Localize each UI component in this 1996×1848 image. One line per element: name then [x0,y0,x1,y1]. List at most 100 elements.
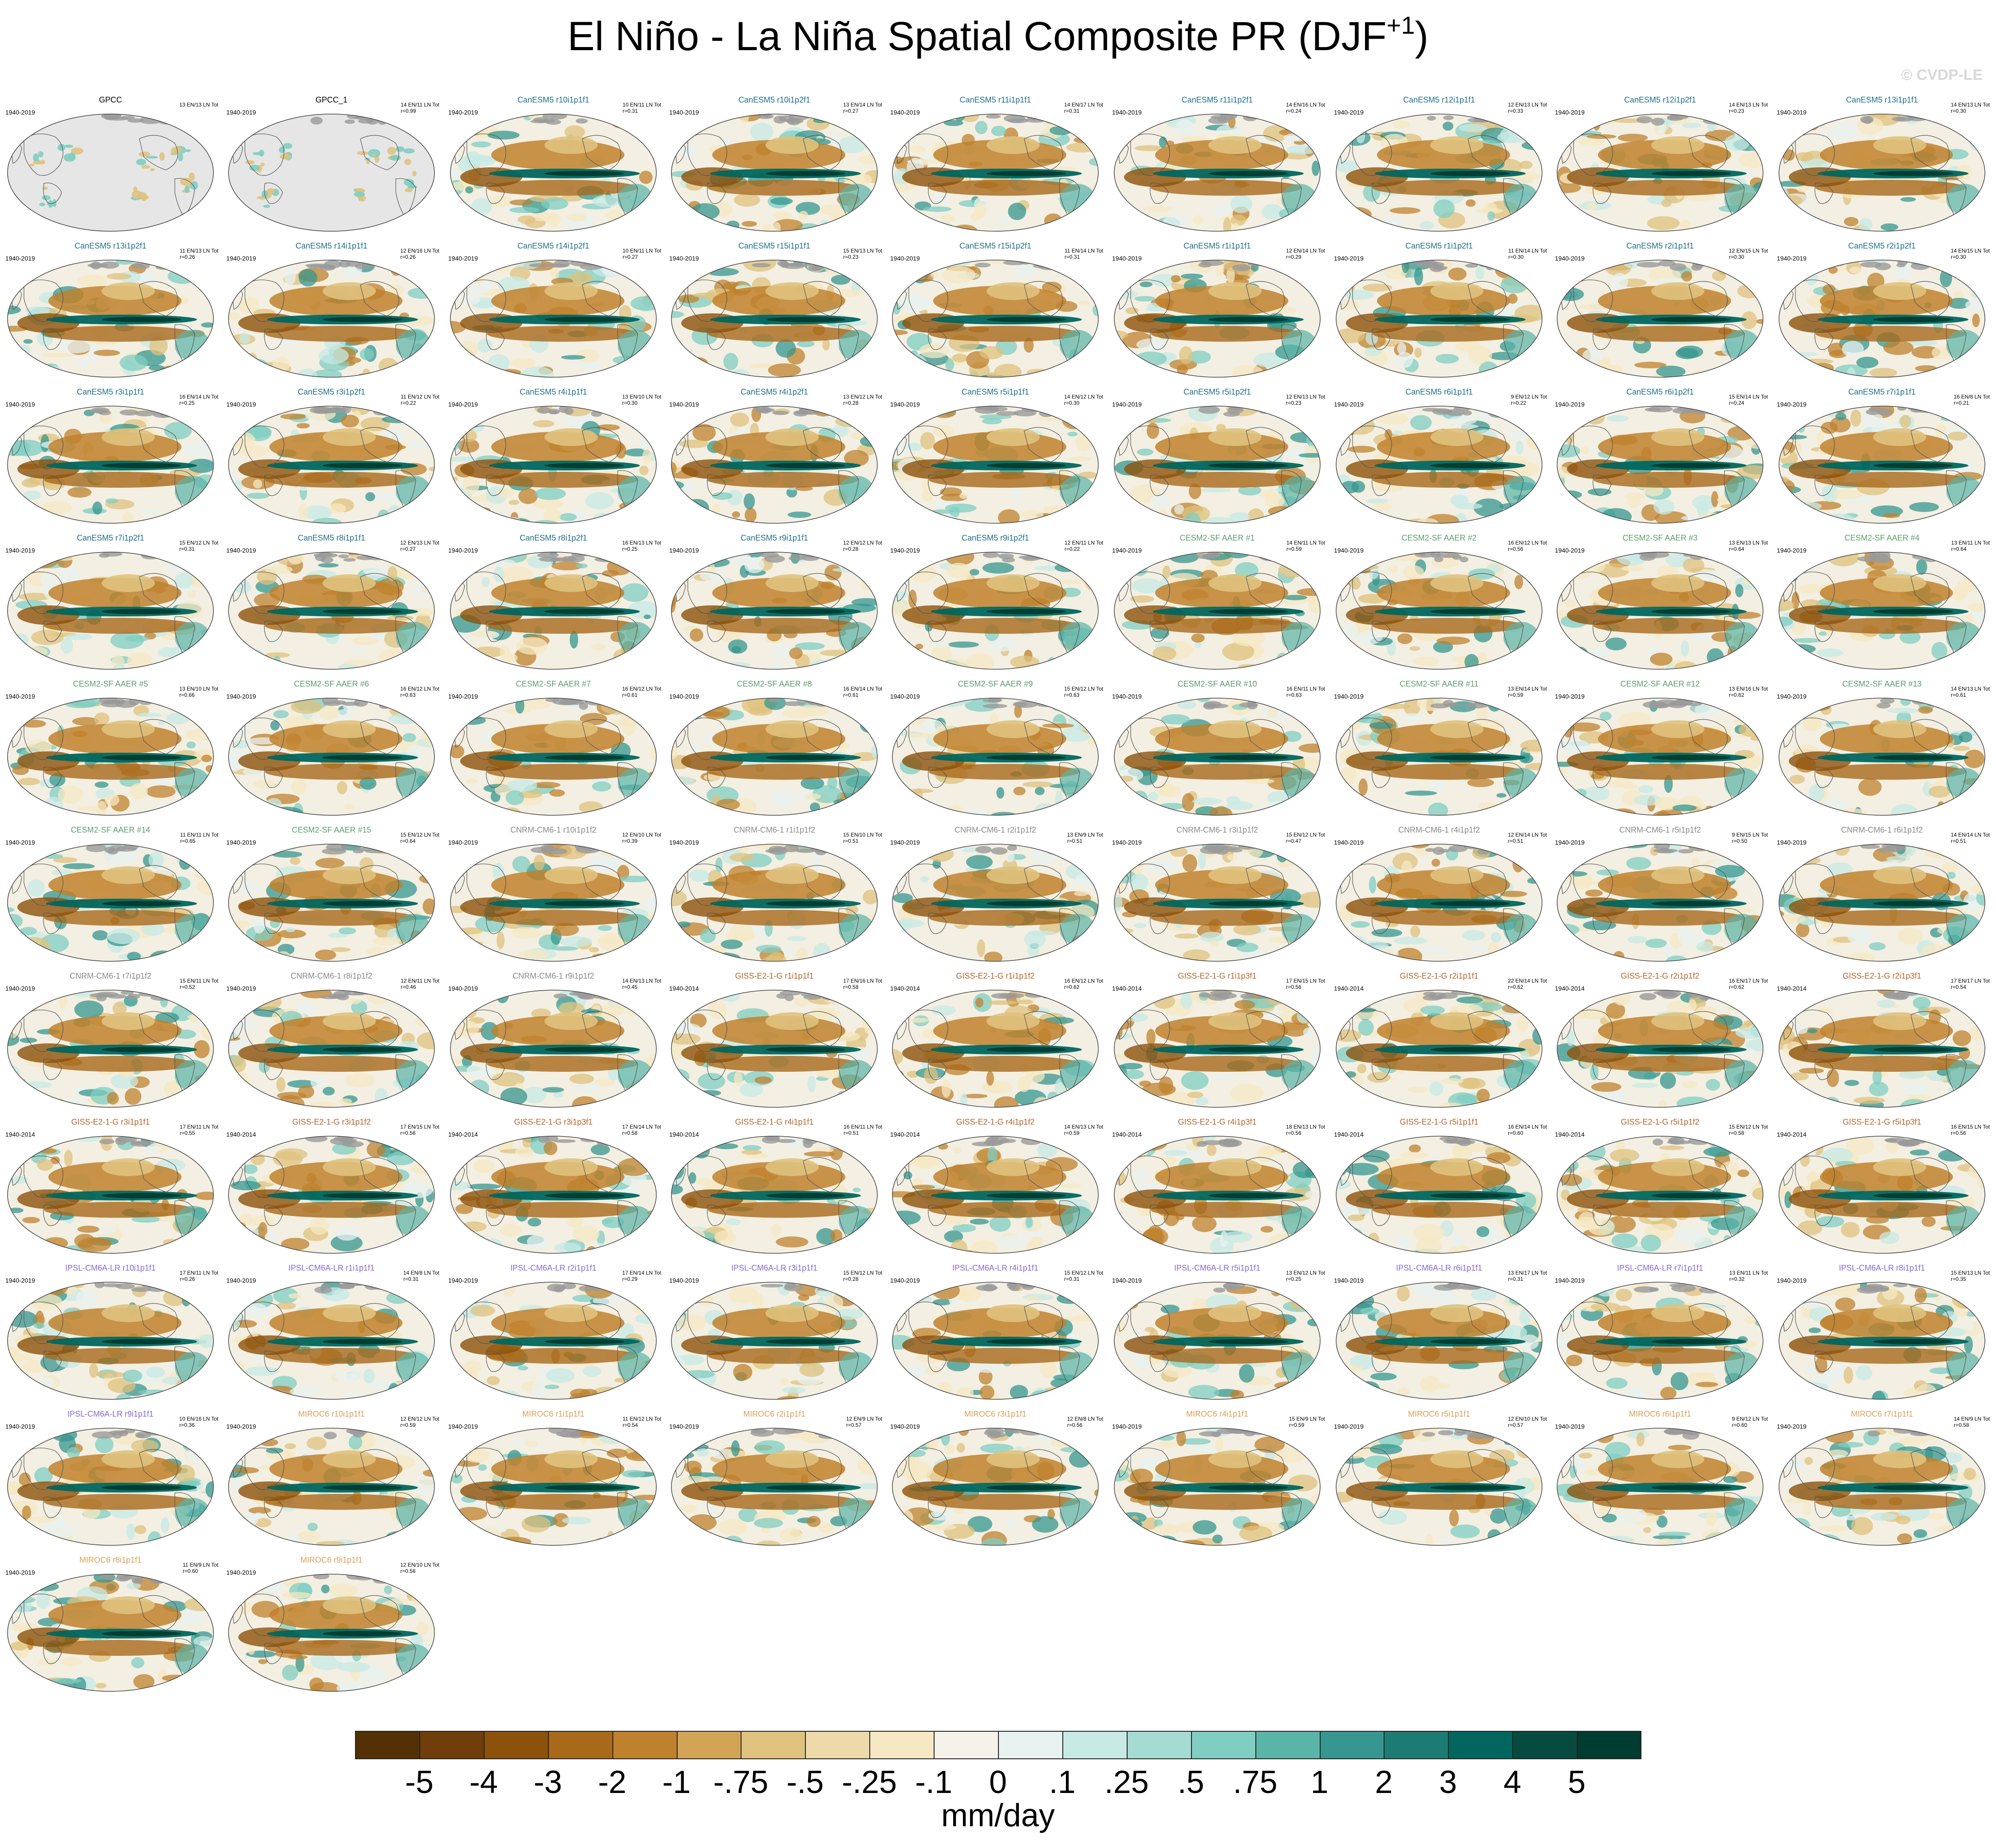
north-pacific-patch [323,282,376,300]
data-patch [1114,499,1124,506]
data-patch [1267,228,1285,231]
data-patch [684,114,696,123]
data-patch [39,202,45,206]
north-pacific-patch [102,720,155,738]
coastline [1724,178,1745,217]
north-pacific-patch [986,136,1040,154]
data-patch [1312,787,1320,803]
data-patch [1459,124,1487,132]
data-patch [602,266,622,276]
data-patch [1369,876,1377,894]
data-patch [806,116,830,131]
data-patch [1681,271,1692,282]
composite-map [671,844,878,962]
data-patch [1525,844,1542,850]
data-patch [1306,114,1320,125]
panel-event-count: 10 EN/11 LN Tot [623,102,661,108]
data-patch [1377,413,1409,425]
data-patch [1174,933,1199,939]
data-patch [1216,124,1243,137]
data-patch [42,195,51,200]
map-border [1114,260,1321,378]
data-patch [94,712,110,726]
north-pacific-patch [765,866,819,884]
data-patch [1960,368,1968,377]
arctic-land [788,262,812,267]
arctic-land [1223,411,1240,417]
data-patch [280,413,307,420]
data-patch [138,151,151,157]
panel-years: 1940-2019 [1555,255,1585,262]
data-patch [1752,647,1763,664]
panel-stats: 14 EN/17 LN Tot r=0.31 [1064,102,1103,114]
map-panel: CESM2-SF AAER #2 1940-2019 16 EN/12 LN Tot… [1329,533,1550,675]
data-patch [8,700,31,715]
data-patch [1787,644,1816,654]
data-patch [686,357,708,368]
data-patch [1793,351,1817,357]
data-patch [942,266,975,284]
data-patch [284,267,296,286]
data-patch [1586,134,1617,139]
data-patch [1856,356,1879,368]
data-patch [678,354,690,369]
data-patch [235,260,254,266]
data-patch [8,552,36,561]
panel-stats: 14 EN/15 LN Tot r=0.30 [1951,248,1990,260]
data-patch [1557,571,1571,582]
panel-event-count: 9 EN/12 LN Tot [1511,394,1547,400]
panel-event-count: 15 EN/14 LN Tot [1729,394,1768,400]
data-patch [1557,715,1567,721]
north-pacific-patch [323,720,376,738]
data-patch [195,955,209,961]
map-panel: CanESM5 r15i1p1f1 1940-2019 15 EN/13 LN To… [664,241,885,383]
data-patch [1957,705,1985,721]
data-patch [299,269,317,287]
data-patch [1753,565,1763,581]
data-patch [136,158,146,166]
data-patch [824,565,842,580]
composite-map [671,698,878,816]
map-panel: CESM2-SF AAER #9 1940-2019 15 EN/12 LN Tot… [885,679,1106,821]
data-patch [515,698,525,714]
arctic-land [975,846,992,853]
south-dry-band [487,326,638,342]
data-patch [1271,512,1290,523]
arctic-land [1920,698,1941,704]
data-patch [922,844,955,851]
data-patch [23,490,41,500]
data-patch [353,191,365,197]
data-patch [617,804,651,809]
arctic-land [1057,408,1077,413]
data-patch [512,856,530,873]
data-patch [638,661,656,669]
data-patch [1268,506,1297,517]
data-patch [471,141,491,148]
data-patch [1070,456,1092,462]
coastline [928,328,947,350]
data-patch [996,787,1005,799]
north-pacific-patch [986,720,1040,738]
data-patch [315,949,336,960]
data-patch [711,492,733,500]
data-patch [1157,509,1169,523]
data-patch [796,201,820,215]
data-patch [1347,844,1367,857]
coastline [1503,178,1524,217]
data-patch [190,851,213,857]
arctic-land [1940,114,1954,120]
coastline [1815,328,1834,350]
data-patch [403,178,413,186]
data-patch [1299,212,1320,218]
arctic-land [91,407,110,414]
data-patch [1735,584,1744,597]
data-patch [872,510,877,523]
arctic-land [1035,844,1053,849]
map-border [1114,114,1321,232]
data-patch [1606,415,1629,422]
data-patch [189,172,195,181]
data-patch [630,214,652,230]
coastline [1372,328,1391,350]
data-patch [533,854,545,871]
data-patch [748,707,773,716]
